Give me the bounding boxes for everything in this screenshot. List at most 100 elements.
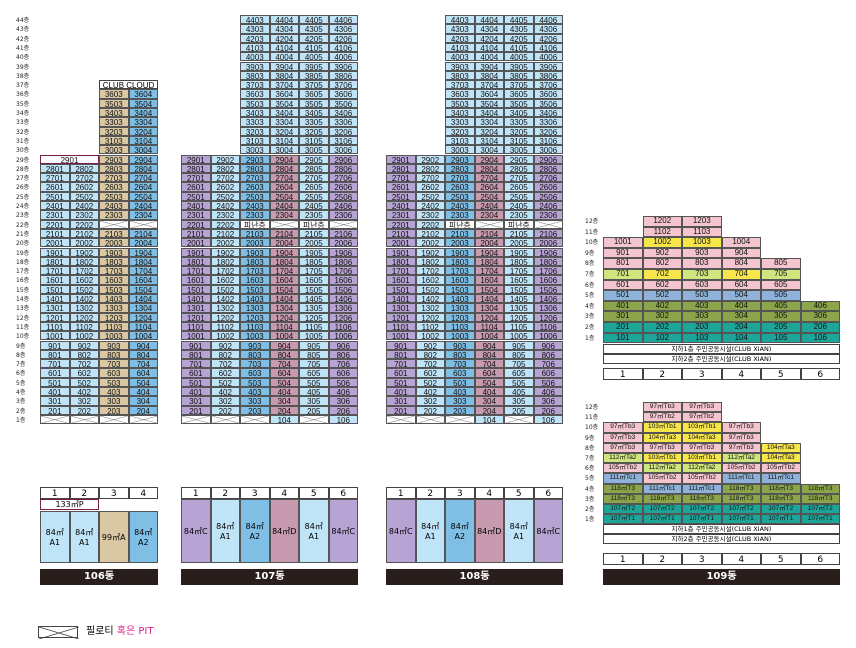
unit-cell[interactable]: 3305 [299, 117, 329, 127]
unit-cell[interactable]: 3606 [328, 89, 358, 99]
unit-cell[interactable]: 1501 [40, 284, 70, 294]
unit-cell[interactable]: 1006 [328, 331, 358, 341]
unit-cell[interactable]: 803 [445, 349, 475, 360]
unit-cell[interactable]: 3303 [99, 117, 129, 127]
unit-cell[interactable]: 3106 [533, 135, 563, 146]
unit-cell[interactable]: 2702 [210, 173, 240, 183]
unit-type-cell[interactable]: 97㎡Tb3 [721, 422, 761, 433]
unit-cell[interactable]: 702 [69, 359, 99, 369]
unit-cell[interactable]: 203 [445, 405, 475, 415]
unit-cell[interactable]: 4104 [474, 42, 504, 53]
unit-cell[interactable]: 2806 [328, 163, 358, 174]
unit-cell[interactable]: 1002 [415, 331, 445, 341]
unit-cell[interactable]: 503 [240, 377, 270, 387]
unit-cell[interactable]: 2602 [415, 182, 445, 192]
unit-cell[interactable]: 104 [721, 332, 761, 344]
unit-cell[interactable]: 706 [533, 359, 563, 369]
unit-cell[interactable]: 3105 [504, 135, 534, 146]
unit-cell[interactable]: 1201 [386, 312, 416, 322]
unit-cell[interactable]: 4006 [533, 52, 563, 62]
unit-cell[interactable]: 3504 [474, 98, 504, 108]
unit-cell[interactable]: 3503 [99, 98, 129, 108]
unit-cell[interactable]: 1302 [210, 303, 240, 313]
unit-cell[interactable]: 1804 [269, 256, 299, 267]
unit-cell[interactable]: 1102 [210, 321, 240, 332]
unit-cell[interactable]: 4403 [445, 15, 475, 25]
unit-cell[interactable]: 1903 [445, 247, 475, 257]
unit-cell[interactable]: 202 [642, 322, 682, 333]
unit-cell[interactable]: 206 [533, 405, 563, 415]
unit-cell[interactable]: 1206 [533, 312, 563, 322]
unit-cell[interactable]: 1001 [386, 331, 416, 341]
unit-cell[interactable]: 2005 [504, 238, 534, 248]
unit-cell[interactable]: 1506 [533, 284, 563, 294]
unit-cell[interactable]: 803 [240, 349, 270, 360]
unit-type-cell[interactable]: 105㎡Tb2 [721, 463, 761, 474]
unit-type-cell[interactable]: 105㎡Tb2 [603, 463, 643, 474]
unit-cell[interactable]: 502 [210, 377, 240, 387]
unit-cell[interactable]: 2704 [128, 173, 158, 183]
unit-cell[interactable]: 4306 [533, 24, 563, 34]
unit-cell[interactable]: 2906 [328, 154, 358, 164]
unit-cell[interactable]: 3103 [99, 135, 129, 146]
unit-cell[interactable]: 4306 [328, 24, 358, 34]
unit-cell[interactable]: 605 [299, 368, 329, 378]
unit-cell[interactable]: 3405 [299, 108, 329, 118]
unit-cell[interactable]: 3006 [533, 145, 563, 155]
unit-cell[interactable]: 801 [603, 258, 643, 269]
unit-cell[interactable]: 2706 [328, 173, 358, 183]
unit-cell[interactable]: 2603 [445, 182, 475, 192]
unit-cell[interactable]: 2403 [240, 201, 270, 211]
unit-cell[interactable]: 1802 [210, 256, 240, 267]
unit-cell[interactable]: 2201 [386, 219, 416, 229]
unit-cell[interactable]: 2703 [445, 173, 475, 183]
unit-type-cell[interactable]: 104㎡Ta3 [761, 453, 801, 464]
unit-cell[interactable]: 3103 [445, 135, 475, 146]
unit-cell[interactable]: 1903 [240, 247, 270, 257]
unit-cell[interactable]: 305 [299, 396, 329, 406]
unit-cell[interactable]: 1303 [445, 303, 475, 313]
unit-type-cell[interactable]: 103㎡Tb1 [642, 422, 682, 433]
unit-cell[interactable]: 3603 [240, 89, 270, 99]
unit-cell[interactable]: 1101 [386, 321, 416, 332]
unit-cell[interactable]: 203 [240, 405, 270, 415]
unit-cell[interactable]: 705 [504, 359, 534, 369]
unit-cell[interactable]: 4005 [504, 52, 534, 62]
unit-cell[interactable]: 1606 [533, 275, 563, 285]
unit-cell[interactable]: 2302 [415, 210, 445, 220]
unit-cell[interactable]: 306 [328, 396, 358, 406]
unit-cell[interactable]: 903 [682, 247, 722, 259]
unit-cell[interactable]: 2803 [99, 163, 129, 174]
unit-type-cell[interactable]: 118㎡T3 [721, 483, 761, 494]
unit-cell[interactable]: 3204 [128, 126, 158, 136]
unit-type-cell[interactable]: 104㎡Ta3 [761, 442, 801, 453]
unit-cell[interactable]: 1704 [128, 266, 158, 276]
unit-cell[interactable]: 1004 [474, 331, 504, 341]
unit-cell[interactable]: 3403 [240, 108, 270, 118]
unit-type-cell[interactable]: 97㎡Tb3 [603, 432, 643, 443]
unit-cell[interactable]: 701 [386, 359, 416, 369]
unit-cell[interactable]: 1602 [69, 275, 99, 285]
unit-cell[interactable]: 306 [800, 311, 840, 322]
unit-cell[interactable]: 4303 [240, 24, 270, 34]
unit-cell[interactable]: 3705 [299, 80, 329, 90]
unit-cell[interactable]: 3905 [299, 61, 329, 71]
unit-cell[interactable]: 2601 [181, 182, 211, 192]
unit-type-cell[interactable]: 112㎡Ta2 [603, 453, 643, 464]
unit-cell[interactable]: 1401 [40, 294, 70, 304]
unit-cell[interactable]: 304 [721, 311, 761, 322]
unit-cell[interactable]: 3304 [128, 117, 158, 127]
unit-cell[interactable]: 1503 [99, 284, 129, 294]
unit-cell[interactable]: 3403 [445, 108, 475, 118]
unit-cell[interactable]: 2906 [533, 154, 563, 164]
unit-cell[interactable]: 1203 [240, 312, 270, 322]
unit-cell[interactable]: 505 [299, 377, 329, 387]
unit-cell[interactable]: 4106 [328, 42, 358, 53]
unit-cell[interactable]: 2003 [240, 238, 270, 248]
unit-cell[interactable]: 3603 [445, 89, 475, 99]
unit-cell[interactable]: 804 [474, 349, 504, 360]
unit-cell[interactable]: 803 [682, 258, 722, 269]
unit-cell[interactable]: 2706 [533, 173, 563, 183]
unit-cell[interactable]: 504 [269, 377, 299, 387]
unit-cell[interactable]: 202 [415, 405, 445, 415]
